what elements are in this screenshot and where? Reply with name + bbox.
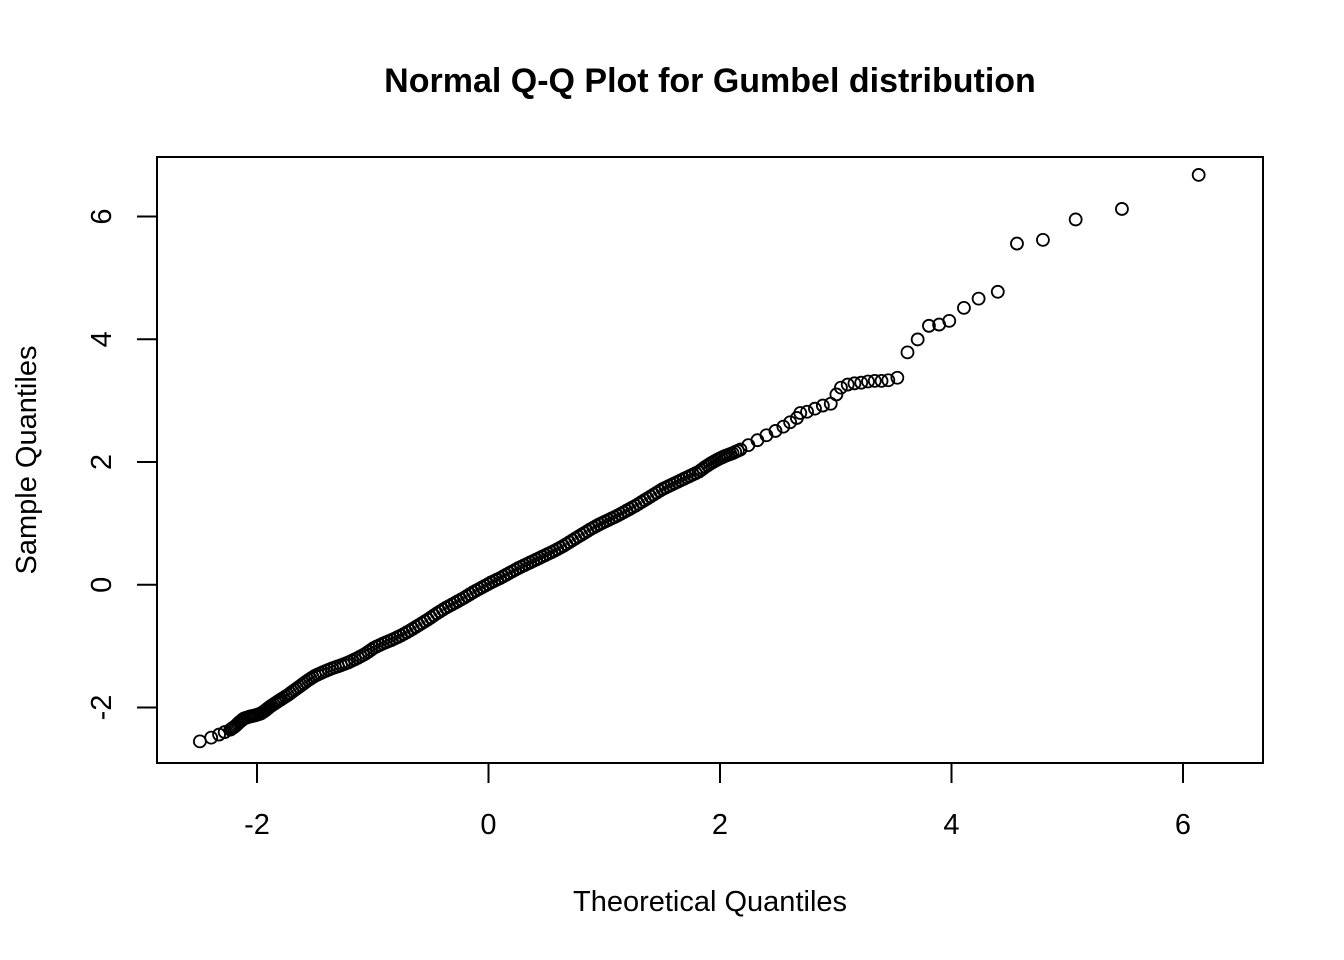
data-point	[910, 332, 925, 347]
data-point	[783, 415, 798, 430]
y-ticks	[137, 215, 157, 709]
data-point	[854, 375, 869, 390]
points-layer	[192, 168, 1206, 749]
data-point	[834, 380, 848, 395]
y-tick-label: -2	[86, 695, 118, 721]
data-point	[768, 424, 783, 438]
data-point	[990, 284, 1005, 299]
data-point	[1010, 236, 1024, 251]
data-point	[874, 373, 889, 388]
chart-title: Normal Q-Q Plot for Gumbel distribution	[384, 62, 1036, 100]
y-axis: -2 0 2 4 6 Sample Quantiles	[11, 208, 158, 720]
data-point	[800, 404, 814, 419]
data-point	[861, 374, 875, 389]
y-axis-label: Sample Quantiles	[11, 346, 43, 575]
data-point	[900, 345, 915, 360]
data-point	[867, 373, 882, 388]
data-point	[942, 313, 957, 328]
data-point	[793, 406, 808, 420]
data-point	[733, 442, 748, 457]
x-tick-label: -2	[244, 809, 270, 841]
data-point	[1068, 212, 1083, 227]
x-tick-labels: -2 0 2 4 6	[244, 809, 1191, 841]
data-point	[840, 377, 855, 392]
data-point	[829, 387, 844, 402]
data-point	[922, 318, 936, 333]
y-tick-label: 2	[86, 454, 118, 470]
data-point	[750, 433, 765, 448]
data-point	[1036, 232, 1050, 247]
y-tick-label: 4	[86, 331, 118, 347]
data-point	[847, 376, 862, 391]
x-tick-label: 4	[943, 809, 959, 841]
x-tick-label: 0	[480, 809, 496, 841]
y-tick-label: 0	[86, 577, 118, 593]
data-point	[808, 401, 822, 416]
y-tick-labels: -2 0 2 4 6	[86, 208, 118, 720]
data-point	[890, 370, 905, 385]
data-point	[971, 291, 986, 306]
data-point	[1115, 202, 1129, 216]
data-point	[881, 373, 896, 388]
y-tick-label: 6	[86, 208, 118, 224]
data-point	[776, 419, 791, 434]
data-point	[815, 398, 830, 413]
data-point	[957, 300, 971, 315]
data-point	[204, 730, 219, 745]
x-tick-label: 2	[712, 809, 728, 841]
x-axis-label: Theoretical Quantiles	[573, 886, 847, 918]
data-point	[192, 734, 207, 749]
x-ticks	[256, 763, 1184, 783]
x-axis: -2 0 2 4 6 Theoretical Quantiles	[244, 762, 1191, 918]
x-tick-label: 6	[1175, 809, 1191, 841]
data-point	[1191, 168, 1206, 182]
